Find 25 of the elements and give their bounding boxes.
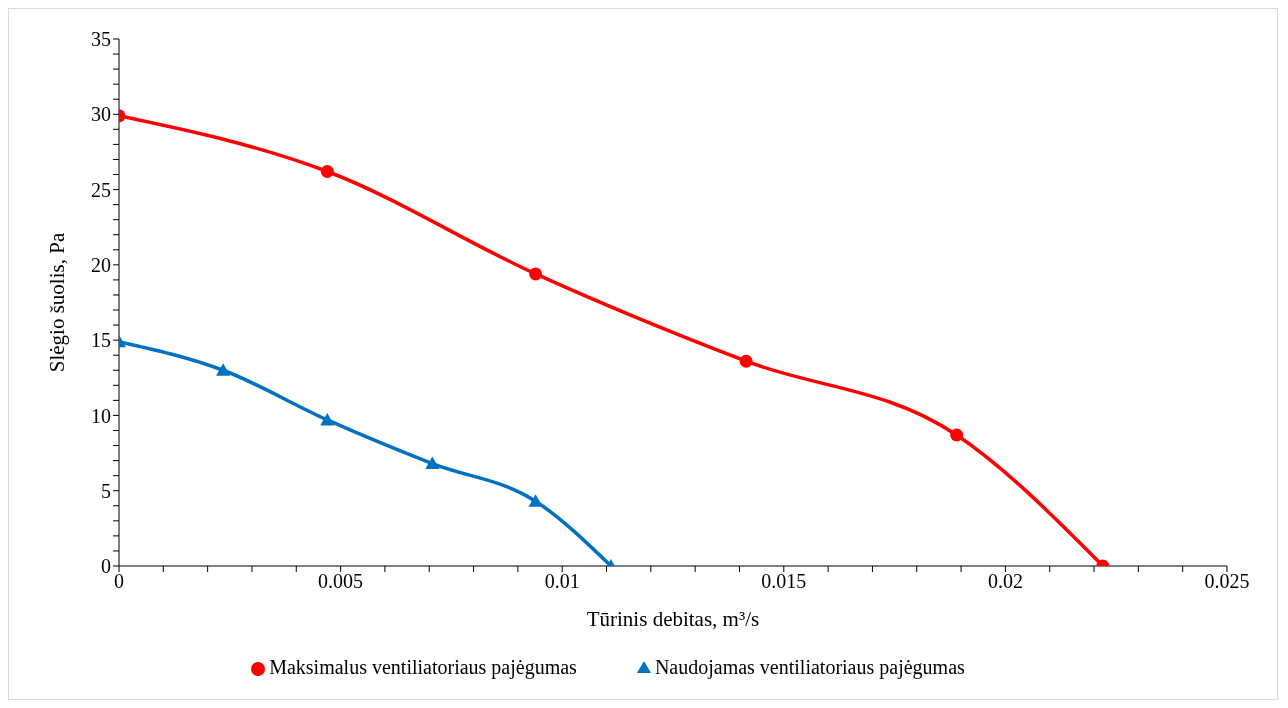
y-tick-label: 0 — [101, 555, 111, 578]
y-tick-label: 20 — [91, 253, 111, 276]
y-tick-label: 10 — [91, 404, 111, 427]
point — [528, 494, 543, 507]
point — [529, 267, 543, 281]
point — [425, 456, 440, 470]
x-tick-label: 0.01 — [544, 570, 580, 593]
x-tick-label: 0.015 — [761, 570, 807, 593]
x-tick-label: 0.025 — [1204, 570, 1250, 593]
point — [320, 165, 334, 178]
y-tick-label: 5 — [101, 479, 111, 502]
legend-label: Naudojamas ventiliatoriaus pajėgumas — [654, 656, 965, 678]
point — [320, 412, 335, 426]
y-tick-label: 30 — [91, 103, 111, 126]
x-tick-label: 0.005 — [318, 570, 364, 593]
y-axis-title: Slėgio šuolis, Pa — [45, 232, 70, 373]
point — [950, 428, 964, 442]
y-tick-label: 35 — [91, 28, 111, 51]
y-tick-label: 15 — [91, 329, 111, 352]
y-tick-label: 25 — [91, 178, 111, 201]
x-axis-title: Tūrinis debitas, m³/s — [586, 607, 760, 631]
x-tick-label: 0.02 — [987, 570, 1023, 593]
point — [216, 363, 231, 376]
legend-label: Maksimalus ventiliatoriaus pajėgumas — [269, 656, 577, 678]
point — [739, 354, 753, 368]
